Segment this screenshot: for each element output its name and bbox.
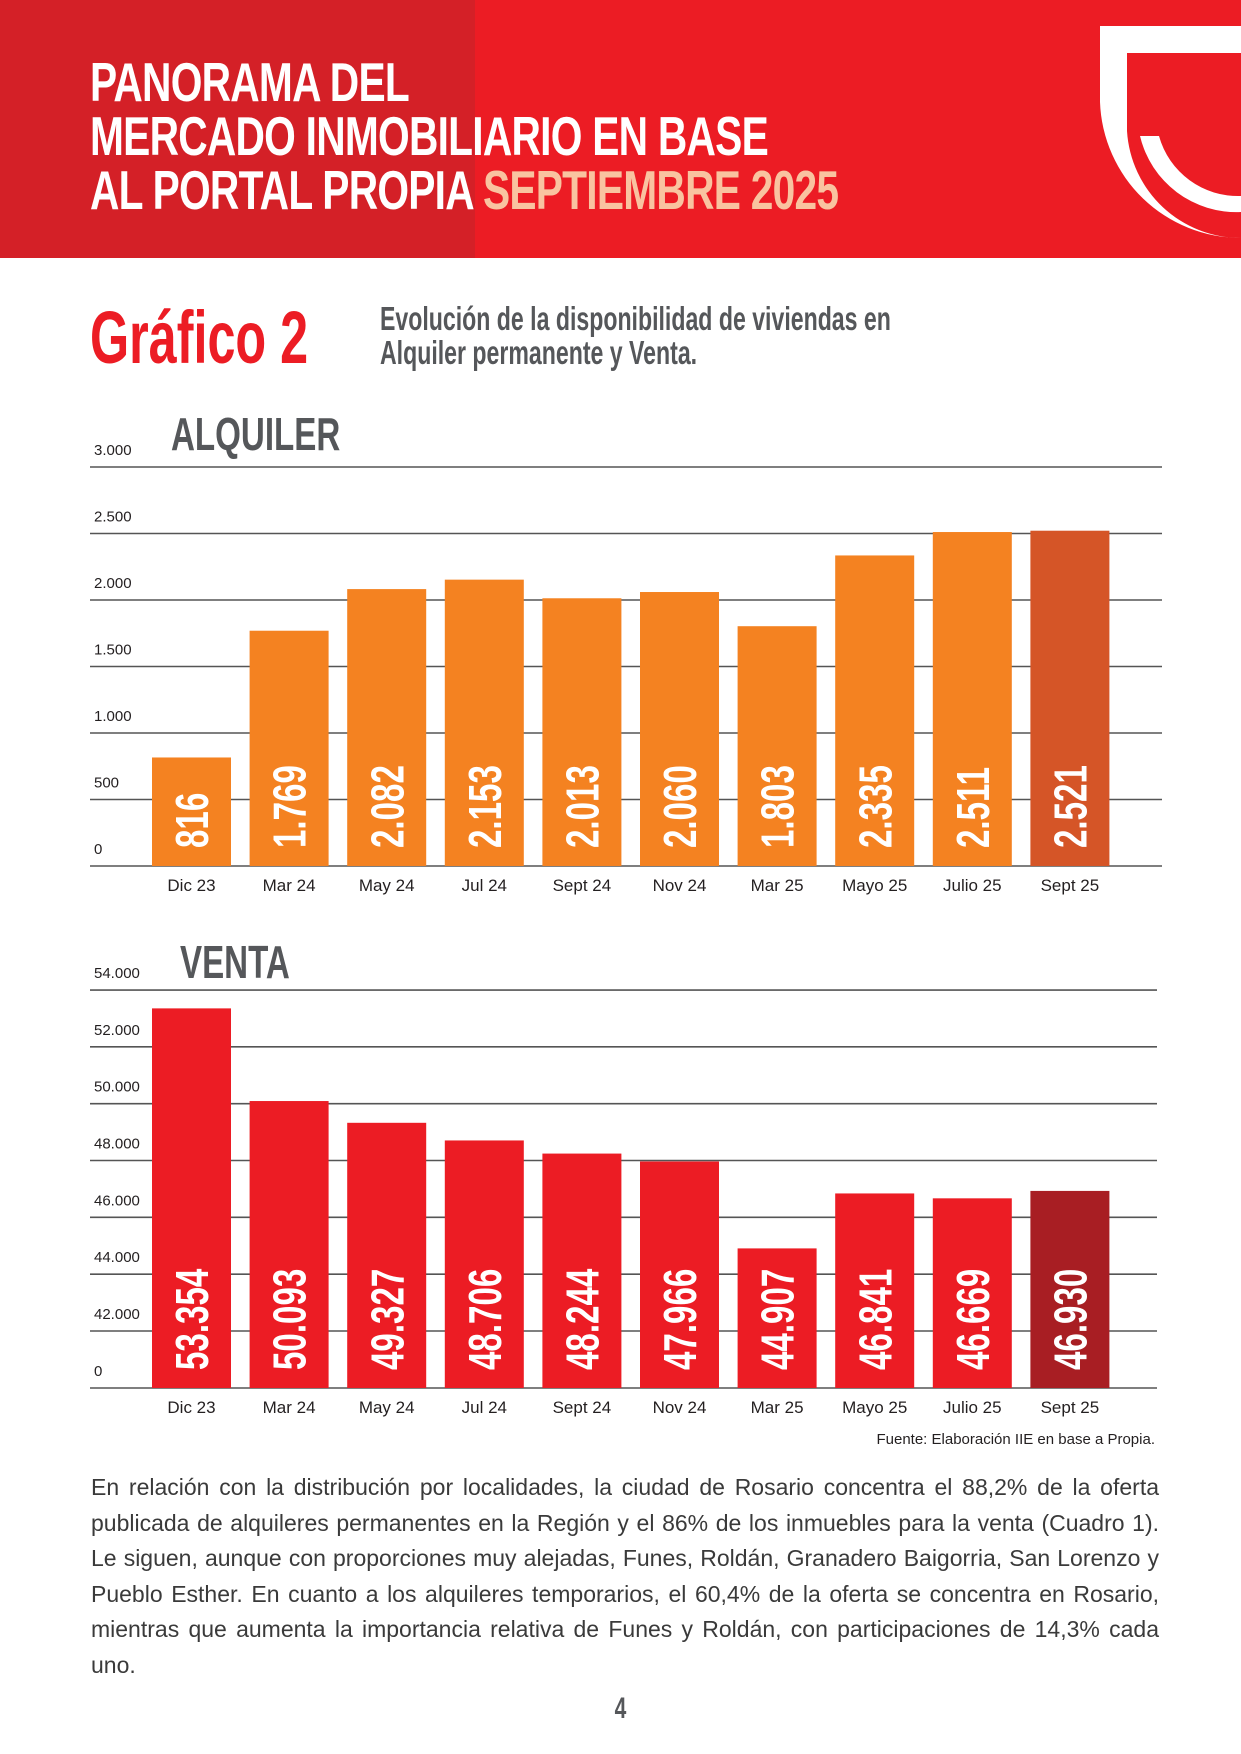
y-tick-label: 500 bbox=[94, 775, 119, 792]
bar bbox=[249, 1101, 329, 1388]
bar bbox=[932, 532, 1012, 866]
bar bbox=[152, 757, 231, 866]
bar-value-label: 2.082 bbox=[363, 765, 413, 848]
x-tick-label: Nov 24 bbox=[653, 876, 707, 895]
bar bbox=[640, 592, 719, 866]
bar-value-label: 2.153 bbox=[461, 765, 511, 848]
y-tick-label: 2.000 bbox=[94, 575, 132, 592]
bar-value-label: 46.669 bbox=[949, 1269, 999, 1370]
bar-value-label: 2.335 bbox=[851, 765, 901, 848]
bar-value-label: 2.013 bbox=[558, 765, 608, 848]
bar bbox=[835, 1193, 915, 1388]
y-tick-label: 1.500 bbox=[94, 642, 132, 659]
page-title: PANORAMA DEL MERCADO INMOBILIARIO EN BAS… bbox=[90, 51, 839, 218]
figure-description-line-1: Evolución de la disponibilidad de vivien… bbox=[380, 300, 891, 337]
bar bbox=[444, 579, 524, 866]
x-tick-label: Mar 24 bbox=[263, 876, 316, 895]
y-tick-label: 2.500 bbox=[94, 509, 132, 526]
bar bbox=[835, 555, 915, 866]
x-tick-label: Mar 25 bbox=[751, 876, 804, 895]
y-tick-label: 42.000 bbox=[94, 1306, 140, 1323]
bar bbox=[1030, 530, 1110, 866]
x-tick-label: Mar 24 bbox=[263, 1398, 316, 1417]
x-tick-label: Sept 25 bbox=[1041, 876, 1100, 895]
y-tick-label: 46.000 bbox=[94, 1192, 140, 1209]
bar bbox=[542, 598, 622, 866]
bar bbox=[444, 1140, 524, 1388]
x-tick-label: Nov 24 bbox=[653, 1398, 707, 1417]
bar-value-label: 48.244 bbox=[558, 1268, 608, 1370]
bar-value-label: 2.521 bbox=[1046, 765, 1096, 848]
y-tick-label: 1.000 bbox=[94, 708, 132, 725]
y-tick-label: 0 bbox=[94, 841, 102, 858]
title-line-1: PANORAMA DEL bbox=[90, 51, 410, 113]
alquiler-chart-title: ALQUILER bbox=[171, 408, 341, 460]
x-tick-label: May 24 bbox=[359, 876, 415, 895]
x-tick-label: Dic 23 bbox=[167, 1398, 215, 1417]
page-number: 4 bbox=[614, 1692, 627, 1725]
alquiler-chart: 0 500 1.000 1.500 2.000 2.500 3.000 816 Dic 23 1.… bbox=[90, 442, 1162, 895]
header-banner: PANORAMA DEL MERCADO INMOBILIARIO EN BAS… bbox=[0, 0, 1241, 258]
bar bbox=[640, 1161, 719, 1388]
bar bbox=[737, 626, 817, 866]
bar-value-label: 816 bbox=[168, 793, 218, 848]
x-tick-label: Sept 25 bbox=[1041, 1398, 1100, 1417]
x-tick-label: Sept 24 bbox=[553, 1398, 612, 1417]
header-dark-panel bbox=[0, 0, 475, 258]
x-tick-label: Jul 24 bbox=[462, 876, 507, 895]
bar bbox=[932, 1198, 1012, 1388]
bar bbox=[347, 1122, 427, 1388]
x-tick-label: May 24 bbox=[359, 1398, 415, 1417]
bar-value-label: 47.966 bbox=[656, 1269, 706, 1370]
venta-chart: 0 42.000 44.000 46.000 48.000 50.000 52.000 54.… bbox=[90, 965, 1157, 1417]
y-tick-label: 50.000 bbox=[94, 1079, 140, 1096]
title-line-3: AL PORTAL PROPIA SEPTIEMBRE 2025 bbox=[90, 163, 839, 218]
title-line-2: MERCADO INMOBILIARIO EN BASE bbox=[90, 105, 769, 167]
x-tick-label: Julio 25 bbox=[943, 1398, 1002, 1417]
title-line-3-text: AL PORTAL PROPIA bbox=[90, 159, 473, 221]
y-tick-label: 54.000 bbox=[94, 965, 140, 982]
bar-value-label: 46.841 bbox=[851, 1269, 901, 1370]
figure-number: Gráfico 2 bbox=[90, 296, 309, 379]
figure-description-line-2: Alquiler permanente y Venta. bbox=[380, 334, 698, 371]
x-tick-label: Mayo 25 bbox=[842, 1398, 907, 1417]
x-tick-label: Jul 24 bbox=[462, 1398, 507, 1417]
bar-value-label: 50.093 bbox=[265, 1269, 315, 1370]
x-tick-label: Mar 25 bbox=[751, 1398, 804, 1417]
bar-value-label: 48.706 bbox=[461, 1269, 511, 1370]
bar bbox=[347, 589, 427, 866]
bar bbox=[737, 1248, 817, 1388]
bar-value-label: 44.907 bbox=[753, 1269, 803, 1370]
bar bbox=[1030, 1190, 1110, 1388]
source-note: Fuente: Elaboración IIE en base a Propia… bbox=[876, 1431, 1155, 1448]
body-paragraph: En relación con la distribución por loca… bbox=[91, 1474, 1159, 1678]
bar-value-label: 1.769 bbox=[265, 765, 315, 848]
x-tick-label: Sept 24 bbox=[553, 876, 612, 895]
y-tick-label: 0 bbox=[94, 1363, 102, 1380]
y-tick-label: 48.000 bbox=[94, 1136, 140, 1153]
bar-value-label: 2.511 bbox=[949, 767, 999, 848]
venta-chart-title: VENTA bbox=[180, 936, 290, 988]
bar-value-label: 53.354 bbox=[168, 1268, 218, 1370]
bar-value-label: 2.060 bbox=[656, 765, 706, 848]
bar-value-label: 1.803 bbox=[753, 765, 803, 848]
y-tick-label: 3.000 bbox=[94, 442, 132, 459]
x-tick-label: Dic 23 bbox=[167, 876, 215, 895]
y-tick-label: 44.000 bbox=[94, 1249, 140, 1266]
bar bbox=[152, 1008, 231, 1388]
title-highlight: SEPTIEMBRE 2025 bbox=[482, 159, 839, 221]
bar bbox=[249, 630, 329, 866]
x-tick-label: Julio 25 bbox=[943, 876, 1002, 895]
bar-value-label: 49.327 bbox=[363, 1269, 413, 1370]
x-tick-label: Mayo 25 bbox=[842, 876, 907, 895]
y-tick-label: 52.000 bbox=[94, 1022, 140, 1039]
propia-logo-icon bbox=[1100, 26, 1241, 238]
figure-description: Evolución de la disponibilidad de vivien… bbox=[380, 302, 891, 370]
bar-value-label: 46.930 bbox=[1046, 1269, 1096, 1370]
bar bbox=[542, 1153, 622, 1388]
